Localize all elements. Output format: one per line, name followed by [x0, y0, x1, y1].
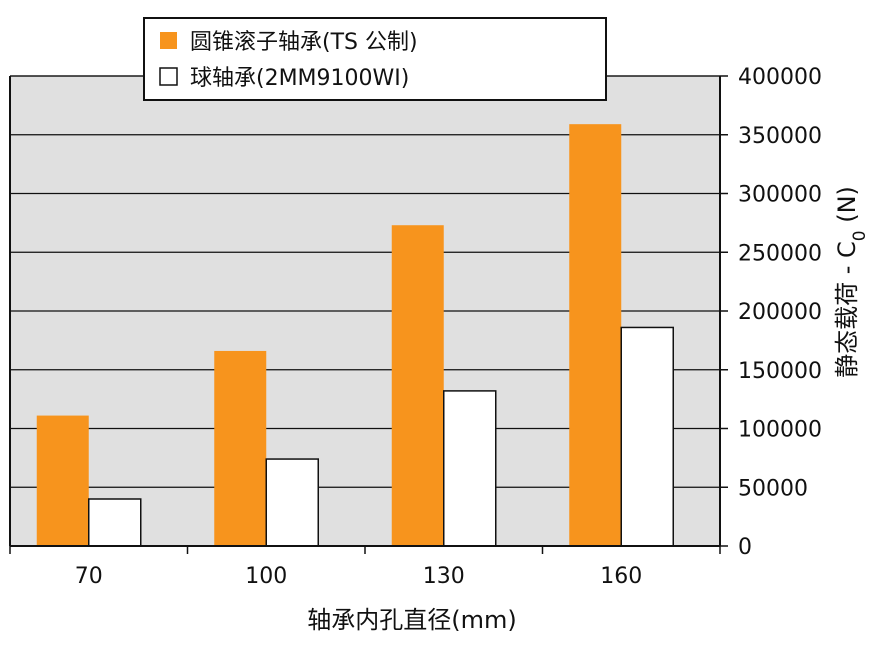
legend-label-ball: 球轴承(2MM9100WI): [190, 66, 409, 91]
y-tick-label: 350000: [738, 124, 822, 149]
x-tick-label: 100: [245, 564, 287, 589]
y-tick-label: 200000: [738, 300, 822, 325]
x-tick-labels: 70 100 130 160: [75, 564, 643, 589]
bars: [36, 124, 674, 547]
legend-swatch-ball: [159, 67, 178, 86]
legend: 圆锥滚子轴承(TS 公制) 球轴承(2MM9100WI): [143, 17, 607, 101]
x-tick-label: 70: [75, 564, 103, 589]
bar-tapered-roller: [214, 350, 267, 546]
x-tick-label: 130: [423, 564, 465, 589]
bar-ball-bearing: [443, 390, 497, 547]
x-axis-title: 轴承内孔直径(mm): [307, 606, 516, 634]
y-tick-label: 300000: [738, 183, 822, 208]
y-tick-label: 400000: [738, 65, 822, 90]
legend-box: [143, 17, 607, 101]
y-tick-label: 0: [738, 535, 752, 560]
x-tick-label: 160: [600, 564, 642, 589]
bar-ball-bearing: [88, 498, 142, 547]
y-axis-title: 静态载荷 - C0 (N): [833, 186, 870, 378]
bar-tapered-roller: [391, 225, 444, 546]
y-tick-label: 250000: [738, 241, 822, 266]
y-tick-labels: 0 50000 100000 150000 200000 250000 300000 3500…: [738, 65, 822, 560]
bar-tapered-roller: [569, 124, 622, 547]
legend-label-tapered: 圆锥滚子轴承(TS 公制): [190, 30, 418, 55]
bar-ball-bearing: [620, 326, 674, 547]
bar-ball-bearing: [265, 458, 319, 547]
y-tick-label: 150000: [738, 359, 822, 384]
y-tick-label: 100000: [738, 418, 822, 443]
bar-tapered-roller: [36, 415, 89, 546]
legend-swatch-tapered: [160, 32, 177, 49]
y-tick-label: 50000: [738, 476, 808, 501]
